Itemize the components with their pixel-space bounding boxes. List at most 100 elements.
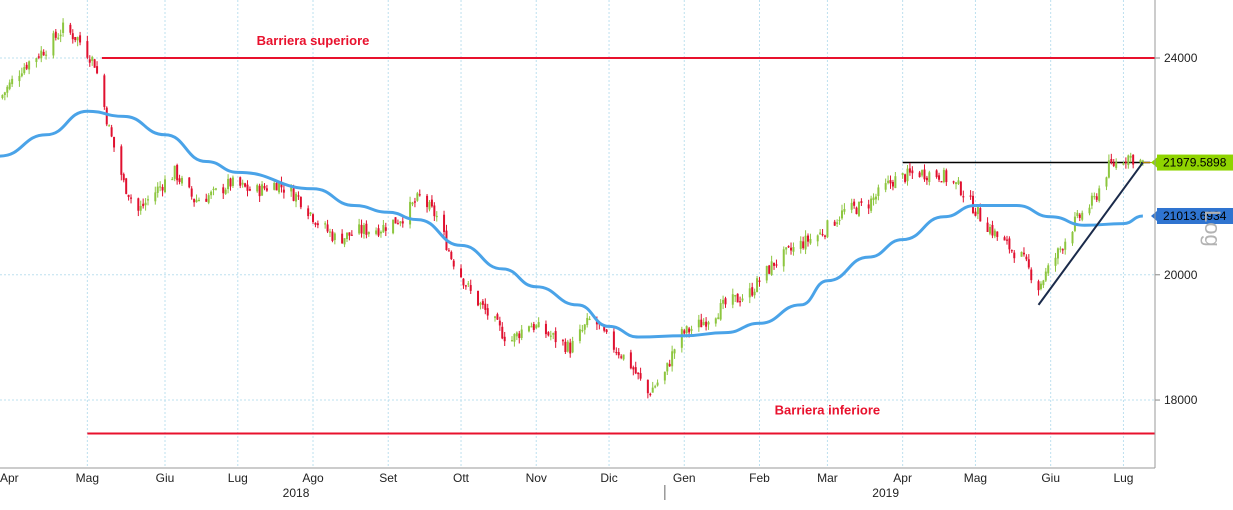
candle-body bbox=[843, 208, 846, 212]
candle-body bbox=[333, 233, 336, 241]
candle-body bbox=[663, 371, 666, 381]
candle-body bbox=[680, 329, 683, 348]
candle-body bbox=[884, 183, 887, 190]
x-tick-label: Ago bbox=[302, 471, 324, 485]
candle-body bbox=[297, 195, 300, 197]
candle-body bbox=[891, 181, 894, 187]
candle-body bbox=[908, 168, 911, 173]
candle-body bbox=[705, 321, 708, 327]
lower-barrier-label: Barriera inferiore bbox=[775, 403, 881, 418]
candle-body bbox=[110, 127, 113, 137]
candle-body bbox=[629, 352, 632, 369]
candle-body bbox=[906, 168, 909, 182]
candle-body bbox=[411, 202, 414, 205]
candle-body bbox=[824, 235, 826, 237]
x-tick-label: Mag bbox=[76, 471, 99, 485]
candle-body bbox=[122, 174, 125, 181]
candle-body bbox=[802, 241, 805, 249]
candle-body bbox=[345, 232, 348, 240]
candle-body bbox=[159, 186, 162, 188]
candle-body bbox=[35, 58, 38, 63]
candle-body bbox=[1022, 252, 1025, 255]
candle-body bbox=[37, 56, 40, 58]
candle-body bbox=[634, 367, 637, 374]
candle-body bbox=[739, 301, 742, 303]
candle-body bbox=[962, 196, 965, 198]
candle-body bbox=[904, 174, 907, 182]
candle-body bbox=[826, 220, 829, 238]
candle-body bbox=[486, 308, 489, 316]
candle-body bbox=[790, 247, 793, 251]
candle-body bbox=[396, 223, 399, 225]
candle-body bbox=[59, 34, 62, 37]
candle-body bbox=[139, 205, 142, 211]
candle-body bbox=[857, 201, 860, 216]
y-tick-label: 18000 bbox=[1164, 393, 1198, 407]
candle-body bbox=[816, 235, 819, 242]
candle-body bbox=[1139, 159, 1142, 163]
candle-body bbox=[532, 324, 535, 330]
candle-body bbox=[299, 196, 302, 208]
candle-body bbox=[724, 298, 727, 305]
candle-body bbox=[142, 203, 145, 207]
candle-body bbox=[700, 319, 703, 328]
candle-body bbox=[620, 356, 623, 358]
candle-body bbox=[154, 192, 157, 202]
candle-body bbox=[1064, 241, 1067, 250]
candle-body bbox=[756, 278, 759, 292]
candle-body bbox=[6, 86, 9, 93]
candle-body bbox=[921, 170, 924, 176]
candle-body bbox=[656, 382, 659, 386]
candle-body bbox=[989, 226, 991, 234]
candle-body bbox=[807, 235, 810, 242]
candle-body bbox=[666, 362, 669, 372]
candle-body bbox=[753, 291, 756, 296]
candle-body bbox=[430, 199, 433, 207]
candle-body bbox=[1003, 237, 1006, 241]
candle-body bbox=[193, 198, 196, 203]
candle-body bbox=[316, 223, 319, 226]
candle-body bbox=[25, 64, 28, 69]
candle-body bbox=[840, 210, 843, 219]
candle-body bbox=[654, 386, 657, 388]
candle-body bbox=[265, 188, 268, 191]
candle-body bbox=[901, 173, 904, 176]
candle-body bbox=[23, 67, 26, 74]
candle-body bbox=[748, 288, 751, 298]
x-tick-label: Mar bbox=[817, 471, 838, 485]
candle-body bbox=[537, 322, 540, 328]
candle-body bbox=[547, 332, 550, 336]
candle-body bbox=[731, 294, 734, 305]
candle-body bbox=[1039, 283, 1042, 290]
candle-body bbox=[362, 225, 365, 234]
candle-body bbox=[1129, 155, 1132, 158]
candle-body bbox=[54, 31, 57, 38]
ma-layer bbox=[0, 109, 1143, 339]
candle-body bbox=[382, 224, 385, 233]
candle-body bbox=[86, 41, 89, 58]
candle-body bbox=[578, 329, 581, 341]
candle-body bbox=[719, 303, 722, 320]
candle-body bbox=[428, 201, 431, 210]
candle-body bbox=[918, 172, 921, 178]
candle-body bbox=[8, 82, 11, 89]
candle-body bbox=[246, 184, 249, 191]
candle-body bbox=[544, 323, 547, 335]
candle-body bbox=[860, 201, 863, 203]
candle-body bbox=[1005, 239, 1008, 241]
candle-body bbox=[1071, 231, 1074, 244]
candle-body bbox=[1020, 251, 1023, 257]
candle-body bbox=[974, 211, 977, 216]
candle-body bbox=[365, 223, 368, 235]
candle-body bbox=[1081, 212, 1084, 220]
candle-body bbox=[685, 326, 688, 334]
candle-body bbox=[649, 393, 652, 396]
axis-layer: 24000 20000 18000 Apr Mag Giu Lug Ago Set Ott Nov D… bbox=[0, 0, 1198, 500]
candle-body bbox=[1037, 281, 1040, 291]
candle-body bbox=[925, 177, 928, 181]
candle-body bbox=[392, 219, 395, 234]
candle-body bbox=[668, 363, 671, 367]
candle-body bbox=[91, 57, 94, 61]
candle-body bbox=[343, 238, 346, 245]
candle-body bbox=[409, 201, 412, 225]
